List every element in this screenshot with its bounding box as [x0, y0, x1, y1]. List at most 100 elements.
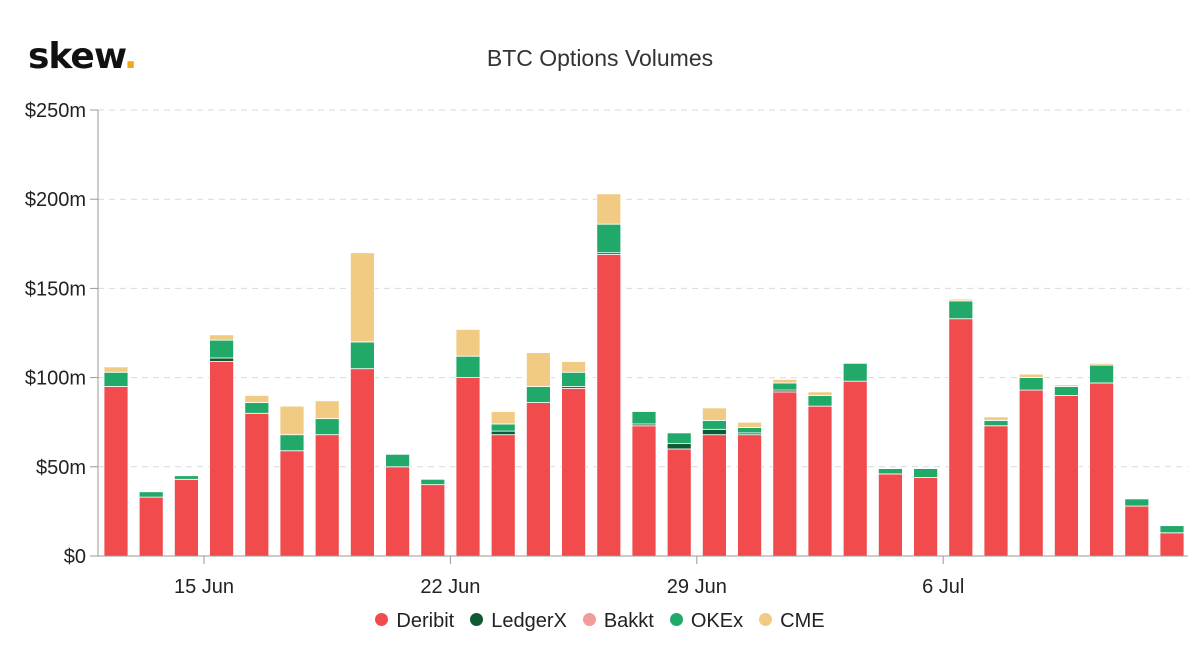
bar-stack	[807, 391, 833, 557]
bar-deribit	[631, 425, 657, 557]
legend-label: Deribit	[396, 610, 455, 632]
bar-okex	[279, 434, 305, 452]
bar-okex	[103, 371, 129, 387]
y-tick-label: $150m	[25, 278, 86, 300]
bar-stack	[349, 252, 375, 557]
bar-deribit	[279, 450, 305, 557]
x-tick-label: 29 Jun	[667, 576, 727, 598]
bar-stack	[666, 432, 692, 557]
bar-deribit	[385, 466, 411, 557]
bar-stack	[631, 411, 657, 557]
bar-deribit	[807, 405, 833, 557]
bar-deribit	[1124, 505, 1150, 557]
bar-okex	[173, 475, 199, 480]
bar-okex	[526, 386, 551, 403]
bar-okex	[596, 223, 622, 254]
legend-dot-icon	[669, 613, 683, 627]
bar-stack	[490, 411, 516, 557]
bar-deribit	[702, 434, 727, 557]
bar-stack	[737, 421, 762, 557]
bar-stack	[1018, 373, 1044, 557]
bar-cme	[103, 366, 129, 373]
legend-label: OKEx	[690, 610, 744, 632]
bar-okex	[983, 420, 1009, 427]
bar-cme	[1018, 373, 1044, 379]
bar-cme	[737, 421, 762, 428]
bar-stack	[244, 395, 270, 557]
bar-ledgerx	[702, 428, 727, 436]
bar-stack	[455, 329, 481, 557]
skew-logo: skew.	[28, 36, 138, 77]
bar-stack	[561, 361, 586, 557]
bar-cme	[948, 298, 974, 302]
bar-okex	[455, 355, 481, 378]
bars	[103, 193, 1185, 557]
bar-cme	[244, 395, 270, 403]
legend-item-ledgerx[interactable]: LedgerX	[470, 610, 567, 633]
legend-item-deribit[interactable]: Deribit	[375, 610, 454, 633]
bar-ledgerx	[490, 430, 516, 436]
bar-cme	[807, 391, 833, 396]
legend-dot-icon	[375, 613, 389, 627]
bar-cme	[561, 361, 586, 373]
bar-deribit	[103, 386, 129, 557]
bar-stack	[209, 334, 235, 557]
bar-stack	[878, 468, 903, 557]
bar-deribit	[948, 318, 974, 557]
bar-okex	[314, 418, 340, 436]
legend-item-cme[interactable]: CME	[759, 610, 825, 633]
bar-cme	[314, 400, 340, 420]
bar-cme	[349, 252, 375, 343]
bar-cme	[702, 407, 727, 421]
bar-cme	[209, 334, 235, 341]
legend-dot-icon	[470, 613, 484, 627]
y-tick-label: $250m	[25, 100, 86, 122]
chart-title: BTC Options Volumes	[486, 45, 714, 71]
bar-okex	[1124, 498, 1150, 507]
bar-stack	[1124, 498, 1150, 557]
bar-stack	[1054, 384, 1079, 557]
bar-okex	[631, 411, 657, 425]
bar-deribit	[138, 496, 164, 557]
bar-okex	[209, 339, 235, 359]
bar-deribit	[561, 387, 586, 557]
bar-deribit	[420, 484, 446, 557]
x-tick-label: 15 Jun	[174, 576, 234, 598]
y-tick-label: $0	[64, 546, 86, 568]
bar-okex	[737, 427, 762, 434]
bar-deribit	[314, 434, 340, 557]
bar-okex	[1159, 525, 1185, 534]
bar-stack	[138, 491, 164, 557]
bar-deribit	[842, 380, 868, 557]
bar-cme	[1089, 362, 1114, 366]
y-tick-label: $200m	[25, 189, 86, 211]
legend-label: Bakkt	[603, 610, 654, 632]
bar-stack	[279, 405, 305, 557]
legend: Deribit LedgerX Bakkt OKEx CME	[0, 610, 1200, 633]
bar-stack	[103, 366, 129, 557]
bar-okex	[666, 432, 692, 445]
logo-dot: .	[123, 36, 138, 77]
bar-cme	[455, 329, 481, 357]
bar-cme	[490, 411, 516, 425]
legend-dot-icon	[759, 613, 773, 627]
bar-cme	[983, 416, 1009, 421]
bar-ledgerx	[666, 443, 692, 450]
legend-label: CME	[780, 610, 825, 632]
bar-deribit	[173, 478, 199, 557]
legend-item-bakkt[interactable]: Bakkt	[582, 610, 654, 633]
bar-ledgerx	[209, 357, 235, 362]
bar-okex	[1018, 377, 1044, 391]
bar-deribit	[349, 368, 375, 557]
bar-stack	[842, 362, 868, 557]
bar-deribit	[244, 412, 270, 557]
bar-stack	[420, 478, 446, 557]
bar-deribit	[983, 425, 1009, 557]
bar-deribit	[737, 434, 762, 557]
bar-stack	[1159, 525, 1185, 557]
bar-stack	[314, 400, 340, 557]
bar-okex	[772, 382, 798, 391]
legend-item-okex[interactable]: OKEx	[669, 610, 744, 633]
bar-okex	[702, 420, 727, 430]
bar-okex	[490, 423, 516, 432]
